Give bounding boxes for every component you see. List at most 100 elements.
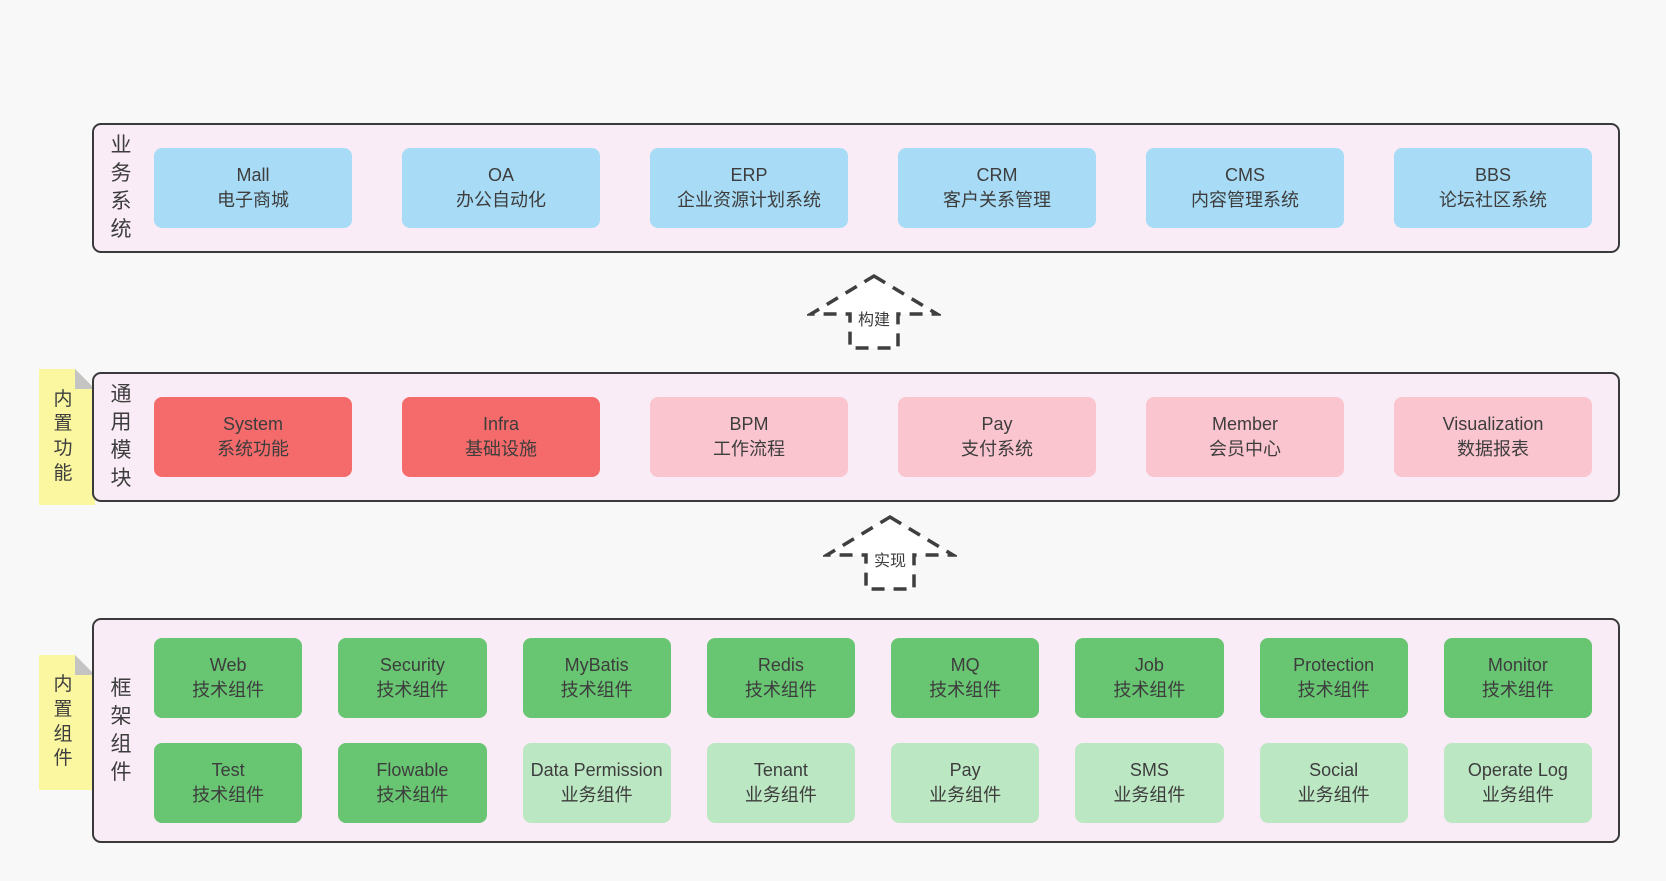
- box-title: Job: [1134, 655, 1164, 676]
- box-flowable: Flowable 技术组件: [338, 743, 487, 823]
- box-bbs: BBS 论坛社区系统: [1394, 148, 1592, 228]
- box-system: System 系统功能: [154, 397, 352, 477]
- box-subtitle: 技术组件: [560, 680, 633, 700]
- business-boxes-row: Mall 电子商城 OA 办公自动化 ERP 企业资源计划系统 CRM 客户关系…: [154, 125, 1592, 251]
- box-oa: OA 办公自动化: [402, 148, 600, 228]
- box-crm: CRM 客户关系管理: [898, 148, 1096, 228]
- box-title: Redis: [757, 655, 804, 676]
- box-title: Pay: [981, 414, 1013, 435]
- box-social: Social 业务组件: [1259, 743, 1408, 823]
- box-title: SMS: [1129, 760, 1169, 781]
- box-test: Test 技术组件: [154, 743, 303, 823]
- box-subtitle: 技术组件: [744, 680, 817, 700]
- box-subtitle: 业务组件: [560, 785, 633, 805]
- box-monitor: Monitor 技术组件: [1443, 638, 1592, 718]
- box-title: Test: [211, 760, 245, 781]
- box-title: Infra: [482, 414, 520, 435]
- layer-side-label: 框架组件: [110, 676, 132, 784]
- box-subtitle: 论坛社区系统: [1439, 190, 1547, 210]
- layer-common-modules: 通用模块 System 系统功能 Infra 基础设施 BPM 工作流程 Pay…: [92, 372, 1620, 502]
- box-mq: MQ 技术组件: [891, 638, 1040, 718]
- layer-business-systems: 业务系统 Mall 电子商城 OA 办公自动化 ERP 企业资源计划系统 CRM…: [92, 123, 1620, 253]
- box-title: Web: [209, 655, 247, 676]
- box-pay-component: Pay 业务组件: [891, 743, 1040, 823]
- box-subtitle: 业务组件: [1481, 785, 1554, 805]
- box-infra: Infra 基础设施: [402, 397, 600, 477]
- box-title: Tenant: [753, 760, 808, 781]
- box-title: Social: [1309, 760, 1359, 781]
- box-web: Web 技术组件: [154, 638, 303, 718]
- sticky-note-builtin-features: 内置功能: [39, 369, 95, 505]
- box-title: Visualization: [1442, 414, 1544, 435]
- box-subtitle: 技术组件: [1297, 680, 1370, 700]
- sticky-note-label: 内置组件: [53, 674, 73, 770]
- box-title: System: [222, 414, 283, 435]
- box-title: Security: [379, 655, 445, 676]
- box-protection: Protection 技术组件: [1259, 638, 1408, 718]
- box-subtitle: 会员中心: [1209, 439, 1281, 459]
- implement-arrow: 实现: [823, 514, 957, 592]
- box-subtitle: 电子商城: [217, 190, 289, 210]
- box-subtitle: 客户关系管理: [943, 190, 1051, 210]
- modules-boxes-row: System 系统功能 Infra 基础设施 BPM 工作流程 Pay 支付系统…: [154, 374, 1592, 500]
- box-visualization: Visualization 数据报表: [1394, 397, 1592, 477]
- box-title: BPM: [729, 414, 769, 435]
- implement-arrow-label: 实现: [869, 546, 911, 573]
- box-subtitle: 办公自动化: [456, 190, 546, 210]
- box-title: MyBatis: [564, 655, 629, 676]
- box-title: Pay: [949, 760, 981, 781]
- box-erp: ERP 企业资源计划系统: [650, 148, 848, 228]
- box-title: ERP: [730, 165, 768, 186]
- box-title: Operate Log: [1467, 760, 1568, 781]
- build-arrow: 构建: [807, 273, 941, 351]
- box-subtitle: 业务组件: [744, 785, 817, 805]
- box-pay-module: Pay 支付系统: [898, 397, 1096, 477]
- box-subtitle: 业务组件: [1113, 785, 1186, 805]
- box-subtitle: 内容管理系统: [1191, 190, 1299, 210]
- box-sms: SMS 业务组件: [1075, 743, 1224, 823]
- box-title: Member: [1211, 414, 1278, 435]
- box-member: Member 会员中心: [1146, 397, 1344, 477]
- sticky-note-builtin-components: 内置组件: [39, 655, 95, 790]
- box-title: BBS: [1474, 165, 1512, 186]
- box-title: Protection: [1293, 655, 1375, 676]
- build-arrow-label: 构建: [853, 305, 895, 332]
- sticky-note-label: 内置功能: [53, 388, 73, 484]
- box-subtitle: 技术组件: [376, 680, 449, 700]
- box-redis: Redis 技术组件: [706, 638, 855, 718]
- box-subtitle: 企业资源计划系统: [677, 190, 821, 210]
- box-subtitle: 技术组件: [192, 680, 265, 700]
- box-title: Monitor: [1487, 655, 1548, 676]
- box-security: Security 技术组件: [338, 638, 487, 718]
- box-subtitle: 数据报表: [1457, 439, 1529, 459]
- layer-side-label: 通用模块: [110, 382, 132, 491]
- box-title: Mall: [236, 165, 270, 186]
- box-subtitle: 基础设施: [465, 439, 537, 459]
- box-bpm: BPM 工作流程: [650, 397, 848, 477]
- box-subtitle: 技术组件: [929, 680, 1002, 700]
- box-title: OA: [487, 165, 514, 186]
- box-mybatis: MyBatis 技术组件: [522, 638, 671, 718]
- box-subtitle: 技术组件: [1481, 680, 1554, 700]
- box-subtitle: 支付系统: [961, 439, 1033, 459]
- box-subtitle: 工作流程: [713, 439, 785, 459]
- box-cms: CMS 内容管理系统: [1146, 148, 1344, 228]
- box-subtitle: 业务组件: [929, 785, 1002, 805]
- box-title: CMS: [1225, 165, 1265, 186]
- box-subtitle: 业务组件: [1297, 785, 1370, 805]
- box-operate-log: Operate Log 业务组件: [1443, 743, 1592, 823]
- box-title: Data Permission: [530, 760, 663, 781]
- box-title: Flowable: [376, 760, 449, 781]
- box-data-permission: Data Permission 业务组件: [522, 743, 671, 823]
- box-mall: Mall 电子商城: [154, 148, 352, 228]
- box-subtitle: 技术组件: [192, 785, 265, 805]
- box-subtitle: 技术组件: [1113, 680, 1186, 700]
- box-tenant: Tenant 业务组件: [706, 743, 855, 823]
- box-title: CRM: [976, 165, 1018, 186]
- components-boxes-grid: Web 技术组件 Security 技术组件 MyBatis 技术组件 Redi…: [154, 638, 1592, 823]
- layer-side-label: 业务系统: [110, 133, 132, 242]
- box-subtitle: 技术组件: [376, 785, 449, 805]
- layer-framework-components: 框架组件 Web 技术组件 Security 技术组件 MyBatis 技术组件…: [92, 618, 1620, 843]
- box-title: MQ: [950, 655, 980, 676]
